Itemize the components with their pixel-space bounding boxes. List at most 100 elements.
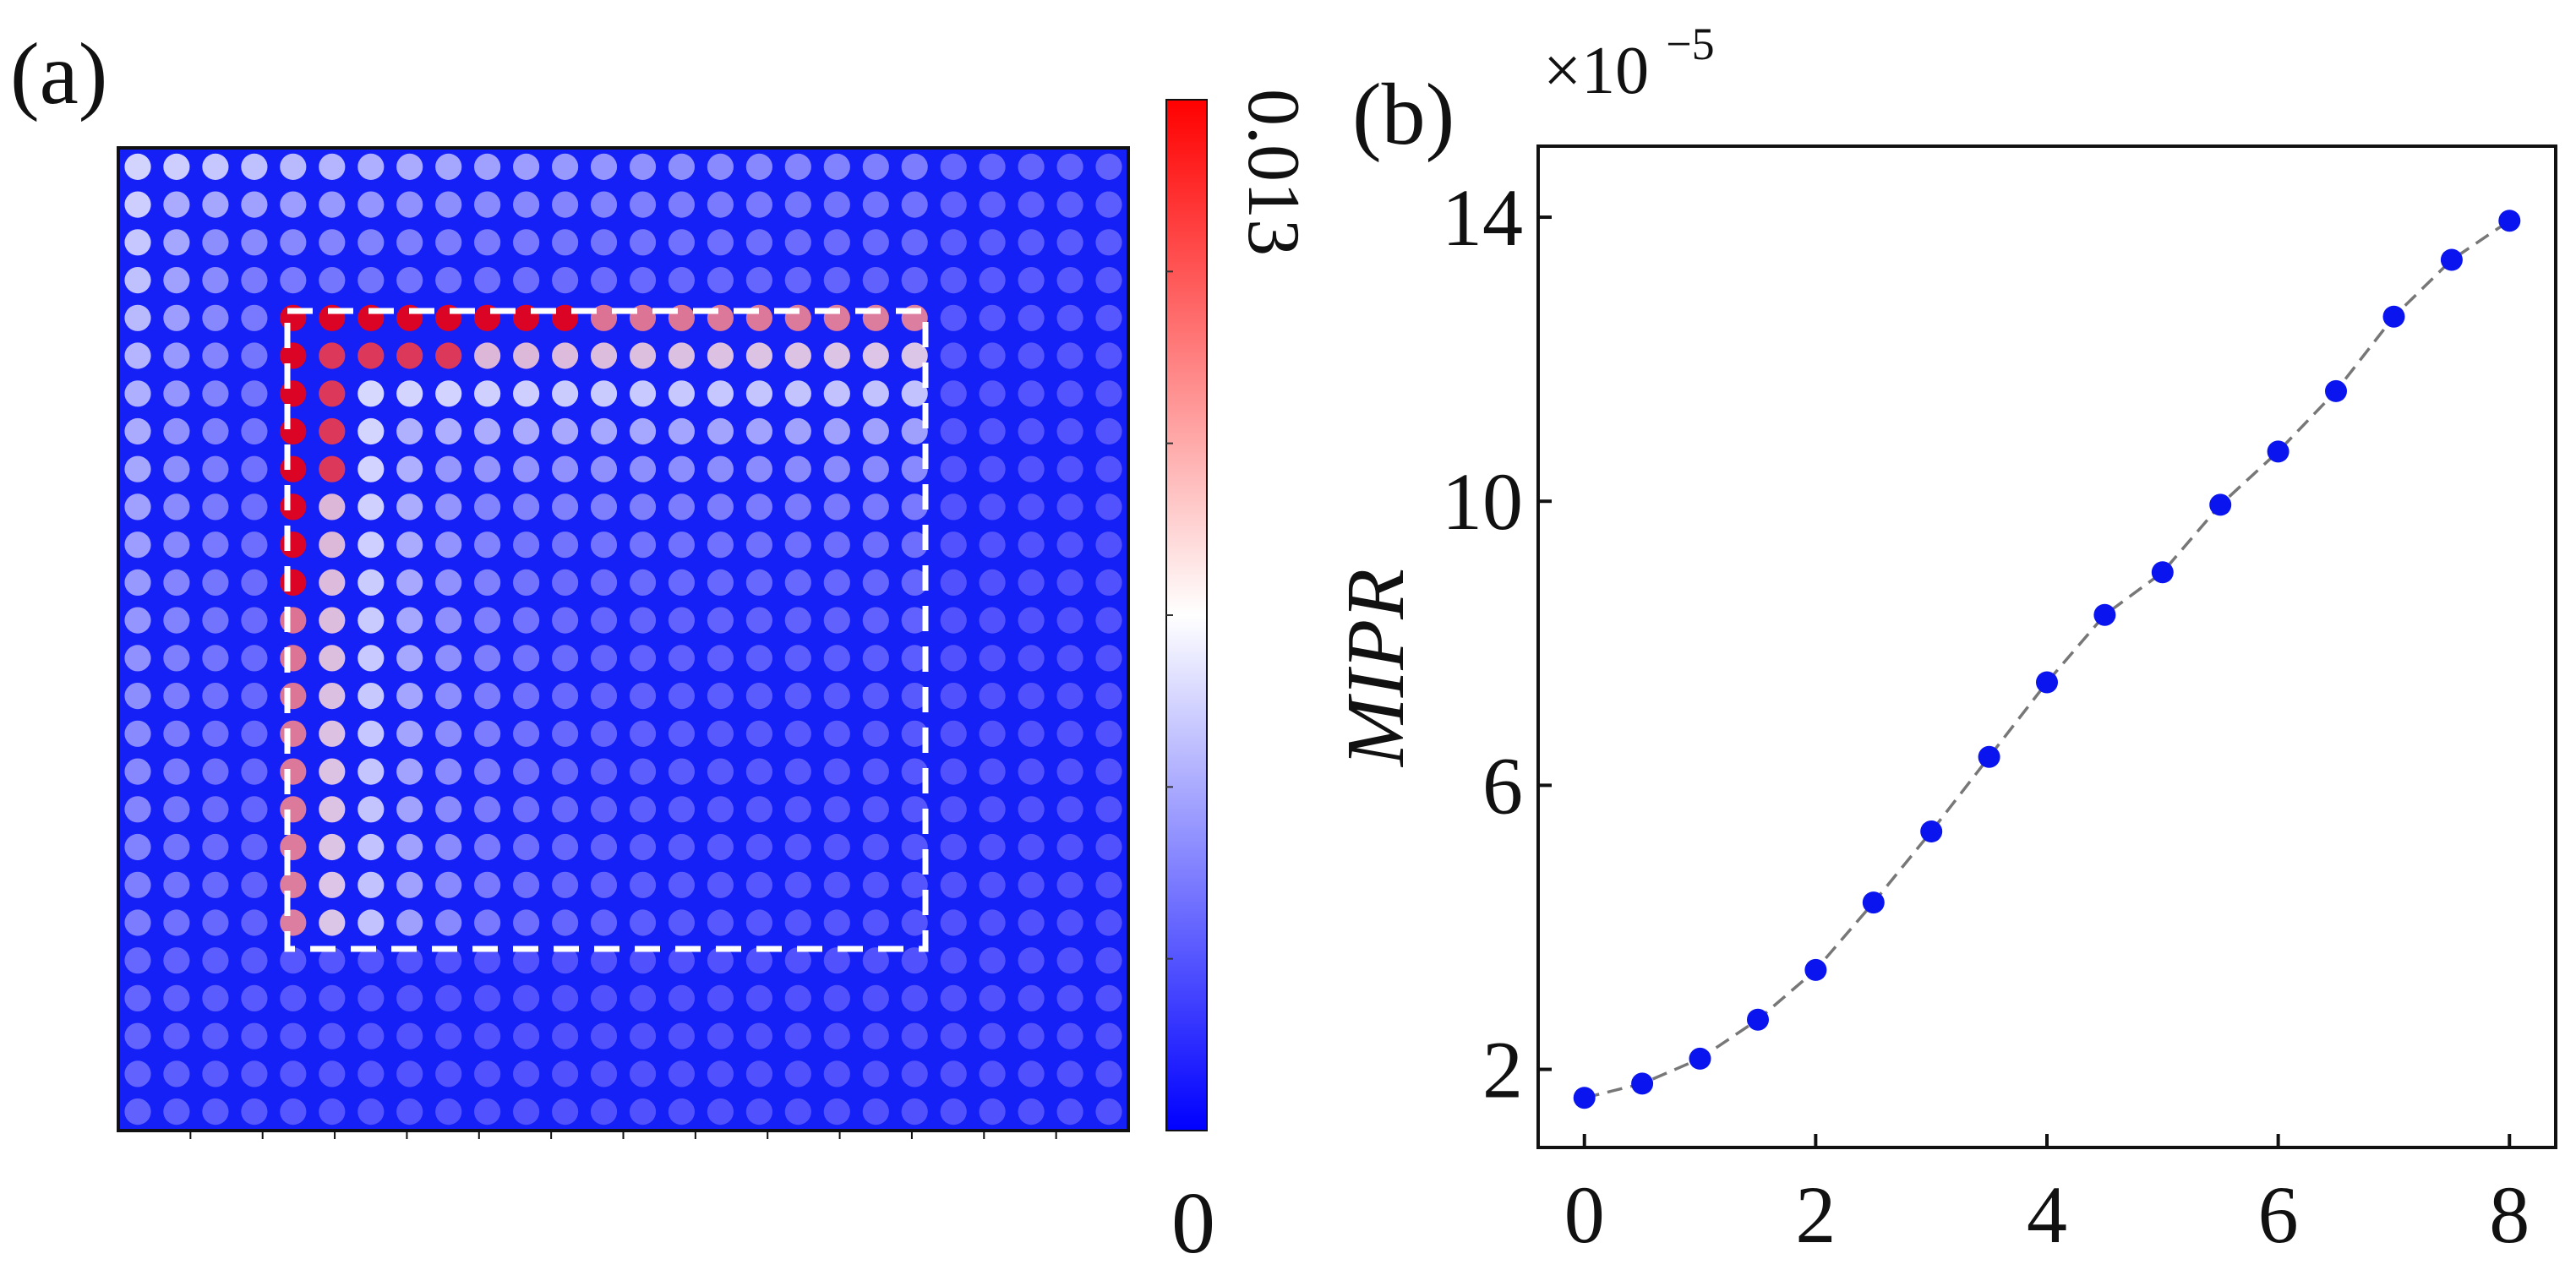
heatmap-cell <box>823 607 850 634</box>
heatmap-cell <box>979 1022 1006 1049</box>
heatmap-cell <box>163 493 190 521</box>
heatmap-cell <box>707 683 734 710</box>
heatmap-cell <box>552 947 579 974</box>
heatmap-cell <box>202 493 229 521</box>
heatmap-cell <box>357 455 385 482</box>
heatmap-cell <box>862 947 889 974</box>
heatmap-cell <box>1056 531 1083 559</box>
heatmap-cell <box>357 229 385 256</box>
heatmap-cell <box>707 267 734 294</box>
heatmap-cell <box>124 1098 151 1126</box>
heatmap-cell <box>590 267 618 294</box>
heatmap-cell <box>862 796 889 823</box>
x-tick-label: 2 <box>1795 1169 1836 1260</box>
heatmap-cell <box>745 683 773 710</box>
heatmap-cell <box>474 380 501 407</box>
heatmap-cell <box>784 417 811 445</box>
heatmap-cell <box>319 153 346 180</box>
heatmap-cell <box>552 531 579 559</box>
heatmap-cell <box>901 607 928 634</box>
heatmap-cell <box>202 871 229 898</box>
heatmap-cell <box>862 1022 889 1049</box>
heatmap-cell <box>590 833 618 861</box>
heatmap-cell <box>668 531 696 559</box>
heatmap-cell <box>435 833 462 861</box>
panel-a: (a) 0.013 0 <box>10 25 1314 1270</box>
heatmap-cell <box>1018 1060 1045 1087</box>
heatmap-cell <box>163 1022 190 1049</box>
heatmap-cell <box>513 758 540 785</box>
heatmap-cell <box>745 720 773 747</box>
heatmap-cell <box>629 984 657 1011</box>
heatmap-cell <box>668 607 696 634</box>
heatmap-cell <box>901 531 928 559</box>
heatmap-cell <box>319 380 346 407</box>
heatmap-cell <box>1056 1060 1083 1087</box>
x-tick-label: 8 <box>2489 1169 2530 1260</box>
heatmap-cell <box>745 758 773 785</box>
heatmap-cell <box>435 947 462 974</box>
y-tick-label: 2 <box>1482 1025 1523 1115</box>
heatmap-cell <box>979 683 1006 710</box>
heatmap-cell <box>1018 267 1045 294</box>
data-point <box>2382 305 2405 328</box>
heatmap-cell <box>629 569 657 597</box>
heatmap-cell <box>474 455 501 482</box>
heatmap-cell <box>1018 417 1045 445</box>
heatmap-cell <box>979 229 1006 256</box>
heatmap-cell <box>552 871 579 898</box>
heatmap-cell <box>1056 153 1083 180</box>
heatmap-cell <box>629 1022 657 1049</box>
heatmap-cell <box>396 947 423 974</box>
heatmap-cell <box>979 871 1006 898</box>
heatmap-cell <box>862 645 889 672</box>
heatmap-cell <box>901 758 928 785</box>
heatmap-cell <box>513 833 540 861</box>
x-tick-label: 6 <box>2258 1169 2299 1260</box>
heatmap-cell <box>823 531 850 559</box>
heatmap-cell <box>474 645 501 672</box>
heatmap-cell <box>163 720 190 747</box>
heatmap-cell <box>357 833 385 861</box>
heatmap-cell <box>396 833 423 861</box>
heatmap-cell <box>474 909 501 936</box>
heatmap-cell <box>474 153 501 180</box>
dashed-region <box>284 308 929 952</box>
heatmap-cell <box>1056 947 1083 974</box>
heatmap-cell <box>745 909 773 936</box>
heatmap-cell <box>940 720 967 747</box>
heatmap-cell <box>590 455 618 482</box>
heatmap <box>117 146 1130 1139</box>
heatmap-cell <box>745 645 773 672</box>
heatmap-cell <box>513 153 540 180</box>
heatmap-cell <box>319 984 346 1011</box>
heatmap-cell <box>435 569 462 597</box>
heatmap-cell <box>474 833 501 861</box>
data-point <box>1804 958 1827 981</box>
heatmap-cell <box>1018 1098 1045 1126</box>
heatmap-cell <box>319 493 346 521</box>
heatmap-cell <box>1095 417 1122 445</box>
heatmap-cell <box>163 153 190 180</box>
heatmap-cell <box>707 229 734 256</box>
heatmap-cell <box>241 720 268 747</box>
heatmap-cell <box>668 417 696 445</box>
heatmap-cell <box>901 342 928 369</box>
heatmap-cell <box>901 796 928 823</box>
heatmap-cell <box>823 1060 850 1087</box>
data-point <box>2209 493 2232 516</box>
heatmap-cell <box>163 833 190 861</box>
heatmap-cell <box>474 417 501 445</box>
heatmap-cell <box>629 720 657 747</box>
heatmap-cell <box>862 569 889 597</box>
heatmap-cell <box>1095 909 1122 936</box>
heatmap-cell <box>319 871 346 898</box>
heatmap-cell <box>1095 229 1122 256</box>
heatmap-cell <box>357 417 385 445</box>
heatmap-cell <box>823 267 850 294</box>
heatmap-cell <box>435 758 462 785</box>
heatmap-cell <box>357 153 385 180</box>
heatmap-cell <box>590 569 618 597</box>
heatmap-cell <box>396 267 423 294</box>
heatmap-cell <box>1095 531 1122 559</box>
